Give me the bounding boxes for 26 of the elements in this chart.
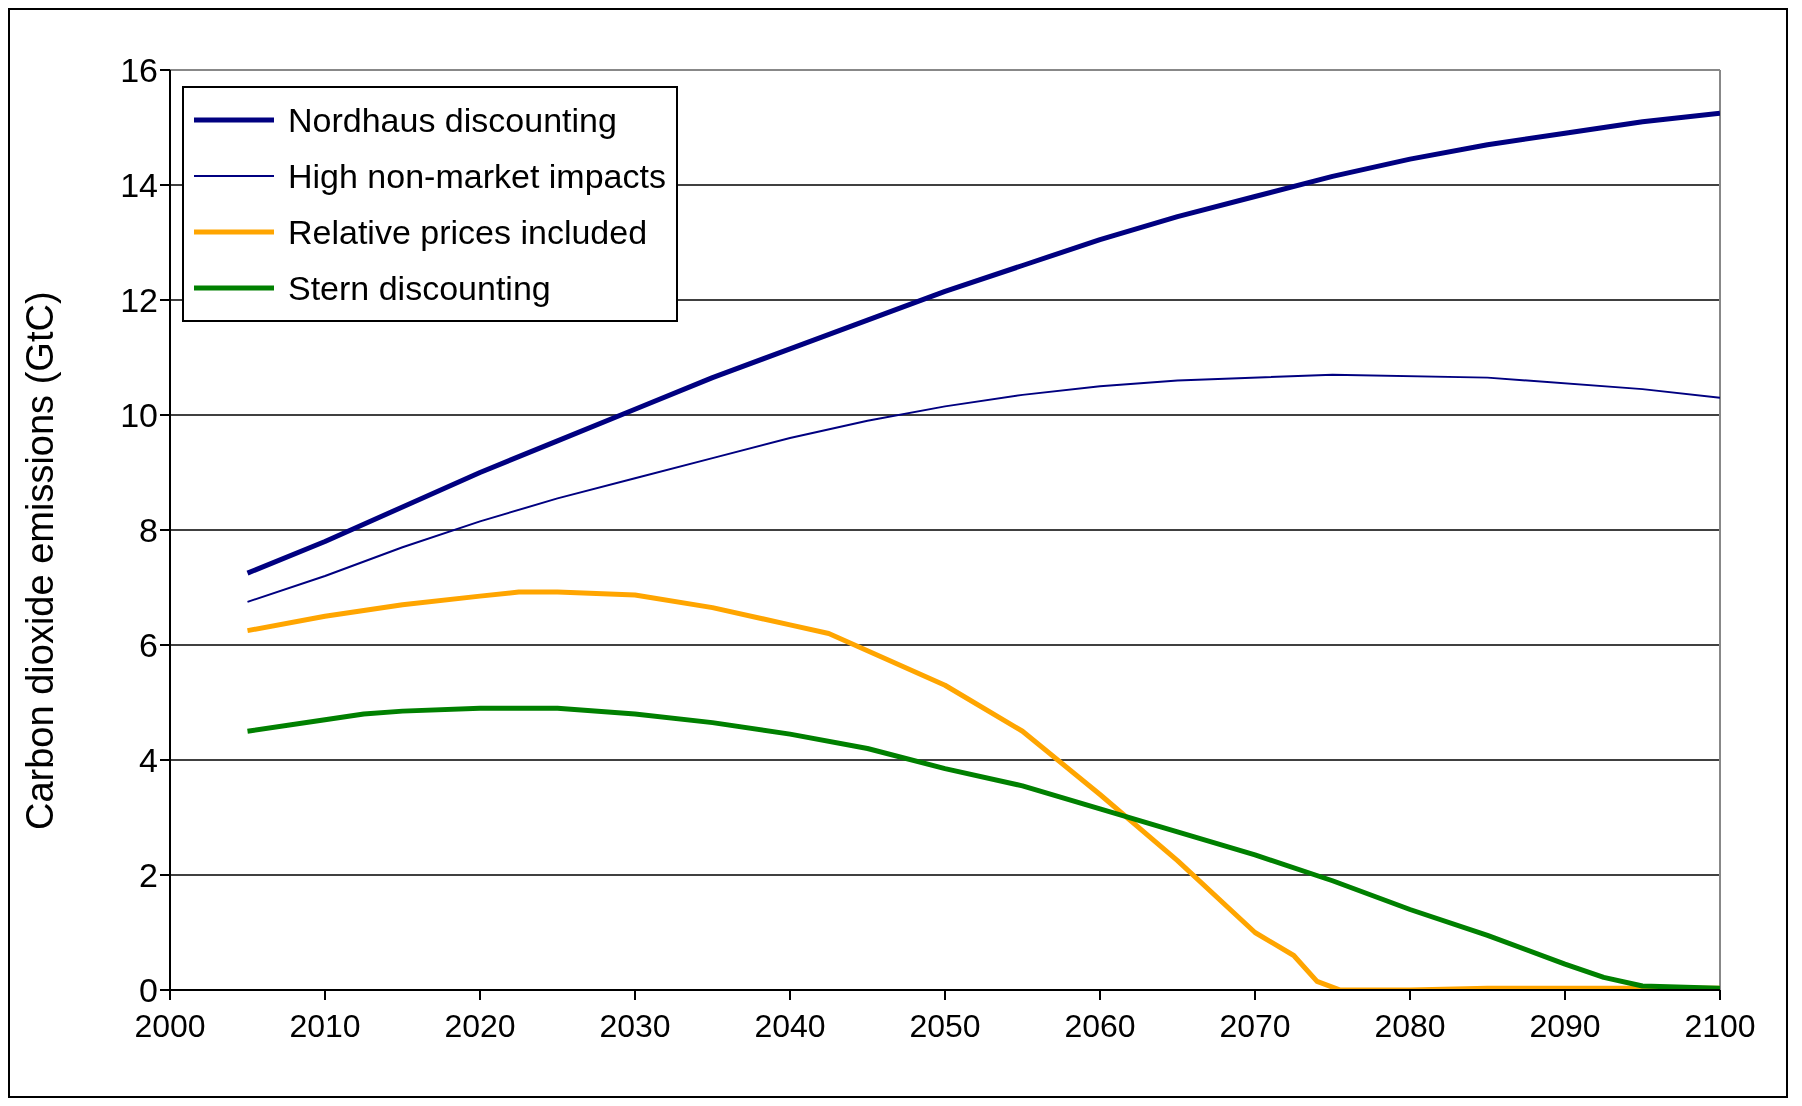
y-tick-label: 4 [139,741,158,780]
x-tick-label: 2020 [444,1007,516,1044]
legend-label: Nordhaus discounting [288,100,617,140]
x-tick-label: 2100 [1684,1007,1756,1044]
legend-label: High non-market impacts [288,156,666,196]
legend-label: Stern discounting [288,268,551,308]
x-tick-label: 2070 [1219,1007,1291,1044]
y-tick-label: 2 [139,856,158,895]
x-tick-label: 2000 [134,1007,206,1044]
y-tick-label: 14 [120,166,158,205]
x-tick-label: 2080 [1374,1007,1446,1044]
y-tick-label: 6 [139,626,158,665]
y-tick-label: 0 [139,971,158,1010]
y-tick-label: 16 [120,51,158,90]
x-tick-label: 2040 [754,1007,826,1044]
y-axis-title: Carbon dioxide emissions (GtC) [19,291,62,830]
y-tick-label: 10 [120,396,158,435]
x-tick-label: 2090 [1529,1007,1601,1044]
line-series [246,373,1720,603]
x-tick-label: 2060 [1064,1007,1136,1044]
y-tick-label: 12 [120,281,158,320]
x-tick-label: 2010 [289,1007,361,1044]
y-tick-label: 8 [139,511,158,550]
legend-label: Relative prices included [288,212,648,252]
x-tick-label: 2050 [909,1007,981,1044]
x-tick-label: 2030 [599,1007,671,1044]
